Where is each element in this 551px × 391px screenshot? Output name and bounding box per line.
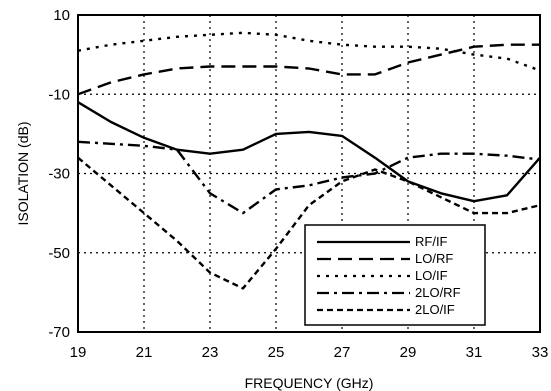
series-line-2lo-rf	[77, 140, 541, 215]
series-line-rf-if	[77, 101, 541, 203]
plot-frame	[77, 14, 541, 333]
legend-label-lo-if: LO/IF	[415, 268, 448, 283]
legend-label-2lo-rf: 2LO/RF	[415, 285, 461, 300]
x-tick-label: 27	[334, 344, 351, 361]
y-tick-label: -10	[48, 86, 70, 103]
legend: RF/IF LO/RF LO/IF 2LO/RF 2LO/IF	[304, 224, 486, 326]
series-line-2lo-if	[77, 156, 541, 290]
series-group	[77, 31, 541, 290]
series-line-lo-if	[77, 31, 541, 72]
x-tick-label: 33	[532, 344, 549, 361]
x-tick-label: 21	[136, 344, 153, 361]
legend-label-lo-rf: LO/RF	[415, 251, 453, 266]
x-tick-label: 29	[400, 344, 417, 361]
x-tick-label: 19	[70, 344, 87, 361]
y-axis-label: ISOLATION (dB)	[15, 122, 31, 226]
x-tick-label: 23	[202, 344, 219, 361]
x-tick-label: 31	[466, 344, 483, 361]
x-axis-label: FREQUENCY (GHz)	[245, 375, 374, 391]
legend-label-rf-if: RF/IF	[415, 234, 448, 249]
y-tick-label: -70	[48, 324, 70, 341]
tick-labels: 19 21 23 25 27 29 31 33 10 -10 -30 -50 -70	[48, 7, 548, 361]
x-tick-label: 25	[268, 344, 285, 361]
series-line-lo-rf	[77, 43, 540, 96]
y-tick-label: -30	[48, 166, 70, 183]
y-tick-label: 10	[53, 7, 70, 24]
y-tick-label: -50	[48, 245, 70, 262]
legend-label-2lo-if: 2LO/IF	[415, 302, 455, 317]
